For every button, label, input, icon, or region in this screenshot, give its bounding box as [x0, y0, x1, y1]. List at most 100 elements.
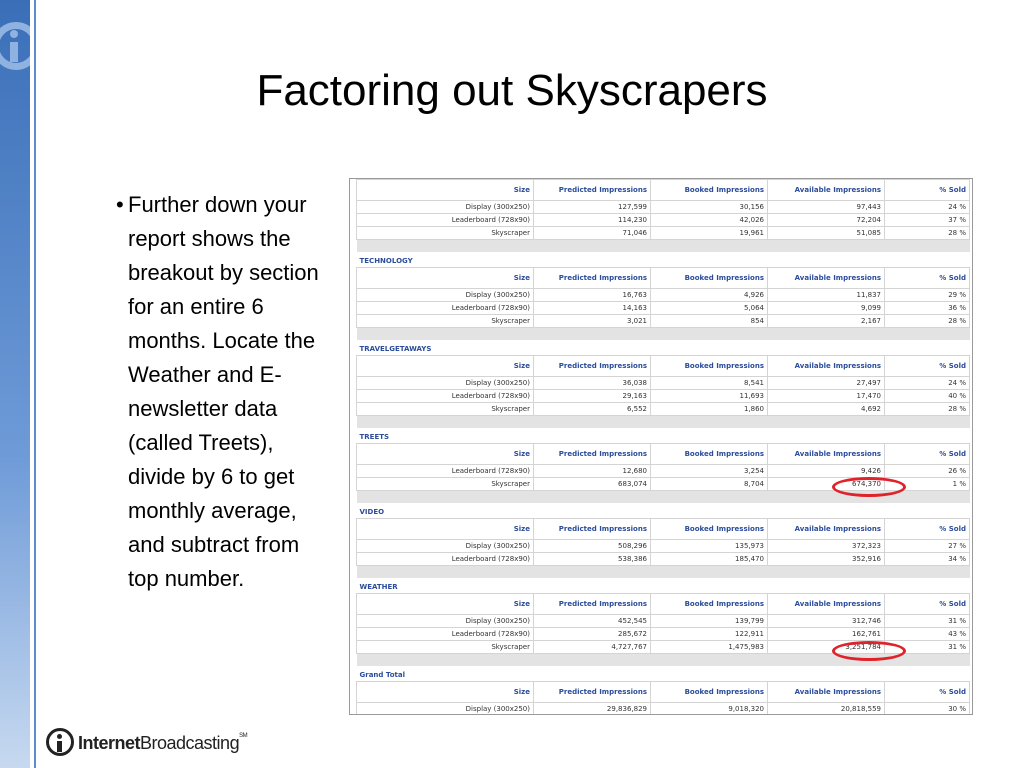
side-accent-line [34, 0, 36, 768]
table-cell: 6,552 [533, 402, 651, 416]
column-header: Booked Impressions [650, 267, 768, 289]
table-cell: 26 % [884, 464, 970, 478]
table-cell: 14,163 [533, 301, 651, 315]
table-cell: 40 % [884, 389, 970, 403]
table-cell: 139,799 [650, 614, 768, 628]
column-header: Predicted Impressions [533, 443, 651, 465]
column-header: Available Impressions [767, 593, 885, 615]
table-cell: 372,323 [767, 539, 885, 553]
section-title-row: WEATHER [356, 578, 970, 594]
section-title: TREETS [356, 428, 970, 444]
section-title: TRAVELGETAWAYS [356, 340, 970, 356]
table-row: Leaderboard (728x90) 12,680 3,254 9,426 26 % [356, 464, 970, 478]
table-cell: Skyscraper [356, 226, 534, 240]
info-watermark-icon [0, 8, 30, 88]
section-title: Grand Total [356, 666, 970, 682]
section-title-row: Grand Total [356, 666, 970, 682]
table-cell: Display (300x250) [356, 702, 534, 714]
table-cell: Leaderboard (728x90) [356, 627, 534, 641]
table-row: Display (300x250) 452,545 139,799 312,746 31… [356, 614, 970, 628]
column-header: % Sold [884, 355, 970, 377]
table-cell: Display (300x250) [356, 288, 534, 302]
column-header: % Sold [884, 267, 970, 289]
column-header: % Sold [884, 681, 970, 703]
table-cell: 72,204 [767, 213, 885, 227]
table-cell: 17,470 [767, 389, 885, 403]
table-cell: 508,296 [533, 539, 651, 553]
table-cell: 4,727,767 [533, 640, 651, 654]
table-cell: Skyscraper [356, 314, 534, 328]
column-header: Predicted Impressions [533, 179, 651, 201]
table-row: Skyscraper 6,552 1,860 4,692 28 % [356, 402, 970, 416]
table-header-row: Size Predicted Impressions Booked Impressi… [356, 443, 970, 465]
table-cell: 452,545 [533, 614, 651, 628]
table-cell: 1,475,983 [650, 640, 768, 654]
column-header: % Sold [884, 443, 970, 465]
info-logo-icon [46, 728, 74, 756]
column-header: Available Impressions [767, 443, 885, 465]
table-cell: 5,064 [650, 301, 768, 315]
table-cell: 28 % [884, 314, 970, 328]
table-cell: 28 % [884, 226, 970, 240]
table-cell: 1,860 [650, 402, 768, 416]
column-header: Predicted Impressions [533, 593, 651, 615]
table-cell: 12,680 [533, 464, 651, 478]
table-cell: 27 % [884, 539, 970, 553]
section-gap [356, 327, 970, 340]
section-gap [356, 653, 970, 666]
table-cell: 51,085 [767, 226, 885, 240]
column-header: Size [356, 355, 534, 377]
table-cell: Skyscraper [356, 402, 534, 416]
table-row: Display (300x250) 36,038 8,541 27,497 24 % [356, 376, 970, 390]
column-header: % Sold [884, 518, 970, 540]
side-accent-bar [0, 0, 30, 768]
column-header: % Sold [884, 179, 970, 201]
column-header: Predicted Impressions [533, 681, 651, 703]
table-cell: 8,704 [650, 477, 768, 491]
table-header-row: Size Predicted Impressions Booked Impressi… [356, 179, 970, 201]
table-cell: 135,973 [650, 539, 768, 553]
section-title: WEATHER [356, 578, 970, 594]
column-header: Predicted Impressions [533, 355, 651, 377]
table-cell: 9,099 [767, 301, 885, 315]
highlight-circle-treets [832, 477, 906, 497]
brand-name: InternetBroadcastingSM [78, 733, 248, 753]
table-cell: 42,026 [650, 213, 768, 227]
table-cell: Display (300x250) [356, 200, 534, 214]
table-cell: 24 % [884, 376, 970, 390]
table-cell: 71,046 [533, 226, 651, 240]
table-cell: 97,443 [767, 200, 885, 214]
table-row: Display (300x250) 16,763 4,926 11,837 29 % [356, 288, 970, 302]
column-header: Size [356, 593, 534, 615]
section-title-row: TRAVELGETAWAYS [356, 340, 970, 356]
column-header: Available Impressions [767, 681, 885, 703]
column-header: Available Impressions [767, 518, 885, 540]
table-cell: 3,021 [533, 314, 651, 328]
section-gap [356, 490, 970, 503]
table-cell: 127,599 [533, 200, 651, 214]
table-header-row: Size Predicted Impressions Booked Impressi… [356, 681, 970, 703]
table-row: Leaderboard (728x90) 29,163 11,693 17,470 40… [356, 389, 970, 403]
column-header: Size [356, 518, 534, 540]
table-header-row: Size Predicted Impressions Booked Impressi… [356, 593, 970, 615]
table-cell: 2,167 [767, 314, 885, 328]
table-cell: 9,018,320 [650, 702, 768, 714]
column-header: Size [356, 267, 534, 289]
table-cell: 30 % [884, 702, 970, 714]
table-cell: Display (300x250) [356, 614, 534, 628]
table-cell: 36 % [884, 301, 970, 315]
section-title-row: TECHNOLOGY [356, 252, 970, 268]
section-title-row: TREETS [356, 428, 970, 444]
table-cell: Leaderboard (728x90) [356, 389, 534, 403]
column-header: % Sold [884, 593, 970, 615]
table-cell: 8,541 [650, 376, 768, 390]
table-cell: 29,163 [533, 389, 651, 403]
section-title-row: VIDEO [356, 503, 970, 519]
column-header: Booked Impressions [650, 179, 768, 201]
table-cell: Skyscraper [356, 477, 534, 491]
section-title: VIDEO [356, 503, 970, 519]
column-header: Predicted Impressions [533, 267, 651, 289]
column-header: Booked Impressions [650, 355, 768, 377]
table-row: Leaderboard (728x90) 114,230 42,026 72,204 3… [356, 213, 970, 227]
internetbroadcasting-logo: InternetBroadcastingSM [46, 726, 266, 760]
